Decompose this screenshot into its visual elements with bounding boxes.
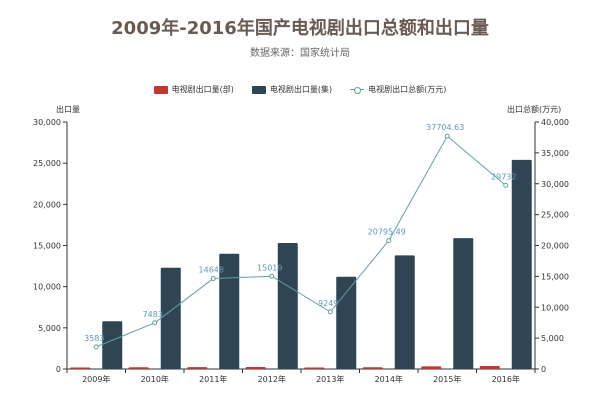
line-point-export-value — [93, 344, 99, 350]
line-data-label: 37704.63 — [426, 123, 464, 132]
legend-label-export-episodes: 电视剧出口量(集) — [269, 85, 333, 94]
right-y-tick-label: 25,000 — [541, 211, 569, 220]
line-point-export-value — [210, 276, 216, 282]
x-tick-label: 2012年 — [258, 374, 286, 384]
legend-label-export-units: 电视剧出口量(部) — [171, 85, 234, 94]
x-tick-label: 2011年 — [199, 374, 227, 384]
bar-export-units — [304, 367, 325, 369]
x-tick-label: 2016年 — [492, 374, 520, 384]
chart-header: 2009年-2016年国产电视剧出口总额和出口量 数据来源：国家统计局 — [0, 18, 600, 60]
line-data-label: 7483 — [143, 310, 163, 319]
line-point-export-value — [503, 182, 509, 188]
bar-export-units — [128, 367, 149, 369]
chart-legend[interactable]: 电视剧出口量(部) 电视剧出口量(集) 电视剧出口总额(万元) — [0, 84, 600, 95]
bar-export-episodes — [394, 255, 415, 369]
left-y-tick-label: 20,000 — [33, 200, 61, 209]
bar-export-units — [362, 367, 383, 369]
x-tick-label: 2009年 — [82, 374, 110, 384]
chart-subtitle: 数据来源：国家统计局 — [250, 48, 350, 59]
line-export-value — [96, 135, 507, 348]
left-y-tick-label: 15,000 — [33, 242, 61, 251]
bar-export-episodes — [336, 276, 357, 369]
left-y-tick-label: 10,000 — [33, 283, 61, 292]
bars-layer — [70, 159, 532, 369]
line-data-label: 14648 — [199, 266, 224, 275]
right-y-tick-label: 20,000 — [541, 242, 569, 251]
line-point-export-value — [269, 273, 275, 279]
legend-swatch-export-units — [153, 85, 168, 94]
chart-title: 2009年-2016年国产电视剧出口总额和出口量 — [111, 18, 489, 39]
x-tick-label: 2014年 — [375, 374, 403, 384]
bar-export-units — [245, 366, 266, 369]
bar-export-units — [479, 366, 500, 369]
bar-export-episodes — [102, 321, 123, 369]
line-data-label: 15019 — [257, 263, 282, 272]
line-layer — [93, 133, 509, 350]
line-point-export-value — [444, 133, 450, 139]
labels-layer: 3583 7483 14648 15019 9249 20795.49 37704.63 29… — [84, 123, 516, 343]
right-y-tick-label: 15,000 — [541, 272, 569, 281]
left-y-tick-label: 30,000 — [33, 118, 61, 127]
bar-export-episodes — [277, 243, 298, 369]
bar-export-units — [187, 367, 208, 369]
line-data-label: 29732 — [491, 172, 516, 181]
bar-export-units — [421, 366, 442, 369]
line-data-label: 9249 — [318, 299, 338, 308]
bar-export-episodes — [219, 253, 240, 369]
line-point-export-value — [327, 309, 333, 315]
left-y-tick-label: 0 — [56, 365, 61, 374]
right-y-tick-label: 40,000 — [541, 118, 569, 127]
legend-item-export-units[interactable]: 电视剧出口量(部) — [153, 84, 234, 95]
right-y-tick-label: 5,000 — [541, 334, 564, 343]
bar-export-episodes — [160, 267, 181, 369]
x-tick-label: 2013年 — [316, 374, 344, 384]
legend-item-export-episodes[interactable]: 电视剧出口量(集) — [251, 84, 333, 95]
legend-label-export-value: 电视剧出口总额(万元) — [368, 85, 447, 94]
right-y-tick-label: 30,000 — [541, 180, 569, 189]
left-axis-title: 出口量 — [56, 105, 80, 114]
line-data-label: 20795.49 — [368, 228, 406, 237]
line-point-export-value — [386, 238, 392, 244]
legend-swatch-export-value — [350, 86, 365, 94]
right-y-tick-label: 10,000 — [541, 303, 569, 312]
left-y-tick-label: 25,000 — [33, 159, 61, 168]
line-data-label: 3583 — [84, 334, 104, 343]
legend-item-export-value[interactable]: 电视剧出口总额(万元) — [350, 84, 446, 95]
right-y-tick-label: 35,000 — [541, 149, 569, 158]
x-tick-label: 2010年 — [141, 374, 169, 384]
right-axis-title: 出口总额(万元) — [507, 105, 562, 114]
right-y-tick-label: 0 — [541, 365, 546, 374]
bar-export-episodes — [511, 159, 532, 369]
bar-export-units — [70, 367, 91, 369]
legend-swatch-export-episodes — [251, 85, 266, 94]
bar-export-episodes — [453, 238, 474, 369]
line-point-export-value — [152, 320, 158, 326]
left-y-tick-label: 5,000 — [38, 324, 61, 333]
x-tick-label: 2015年 — [433, 374, 461, 384]
